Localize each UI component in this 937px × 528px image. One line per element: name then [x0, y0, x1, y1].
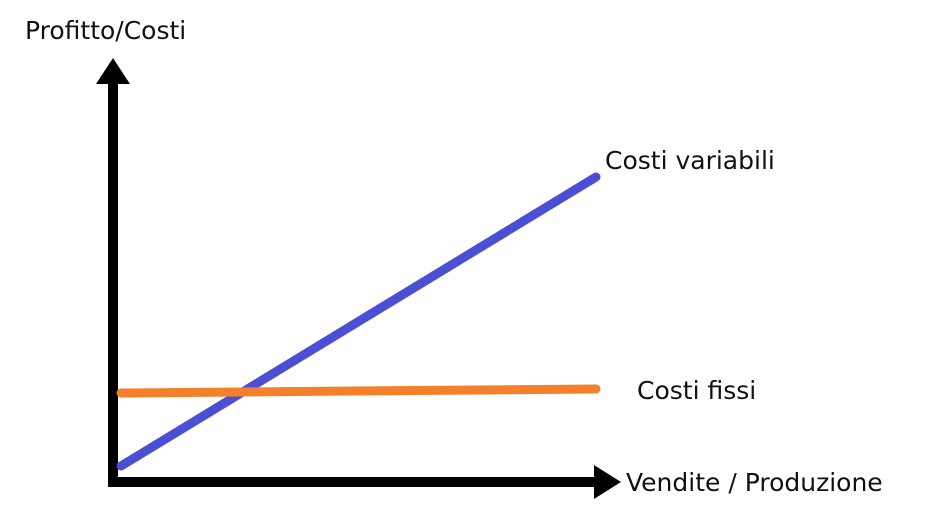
y-axis-arrow — [96, 58, 130, 84]
y-axis-label: Profitto/Costi — [25, 16, 186, 45]
x-axis-arrow — [594, 465, 621, 499]
fixed-cost-line — [116, 384, 601, 398]
line-label: Costi fissi — [637, 376, 756, 405]
variable-cost-line — [116, 172, 601, 471]
line-label: Costi variabili — [605, 146, 775, 175]
x-axis-label: Vendite / Produzione — [626, 468, 883, 497]
